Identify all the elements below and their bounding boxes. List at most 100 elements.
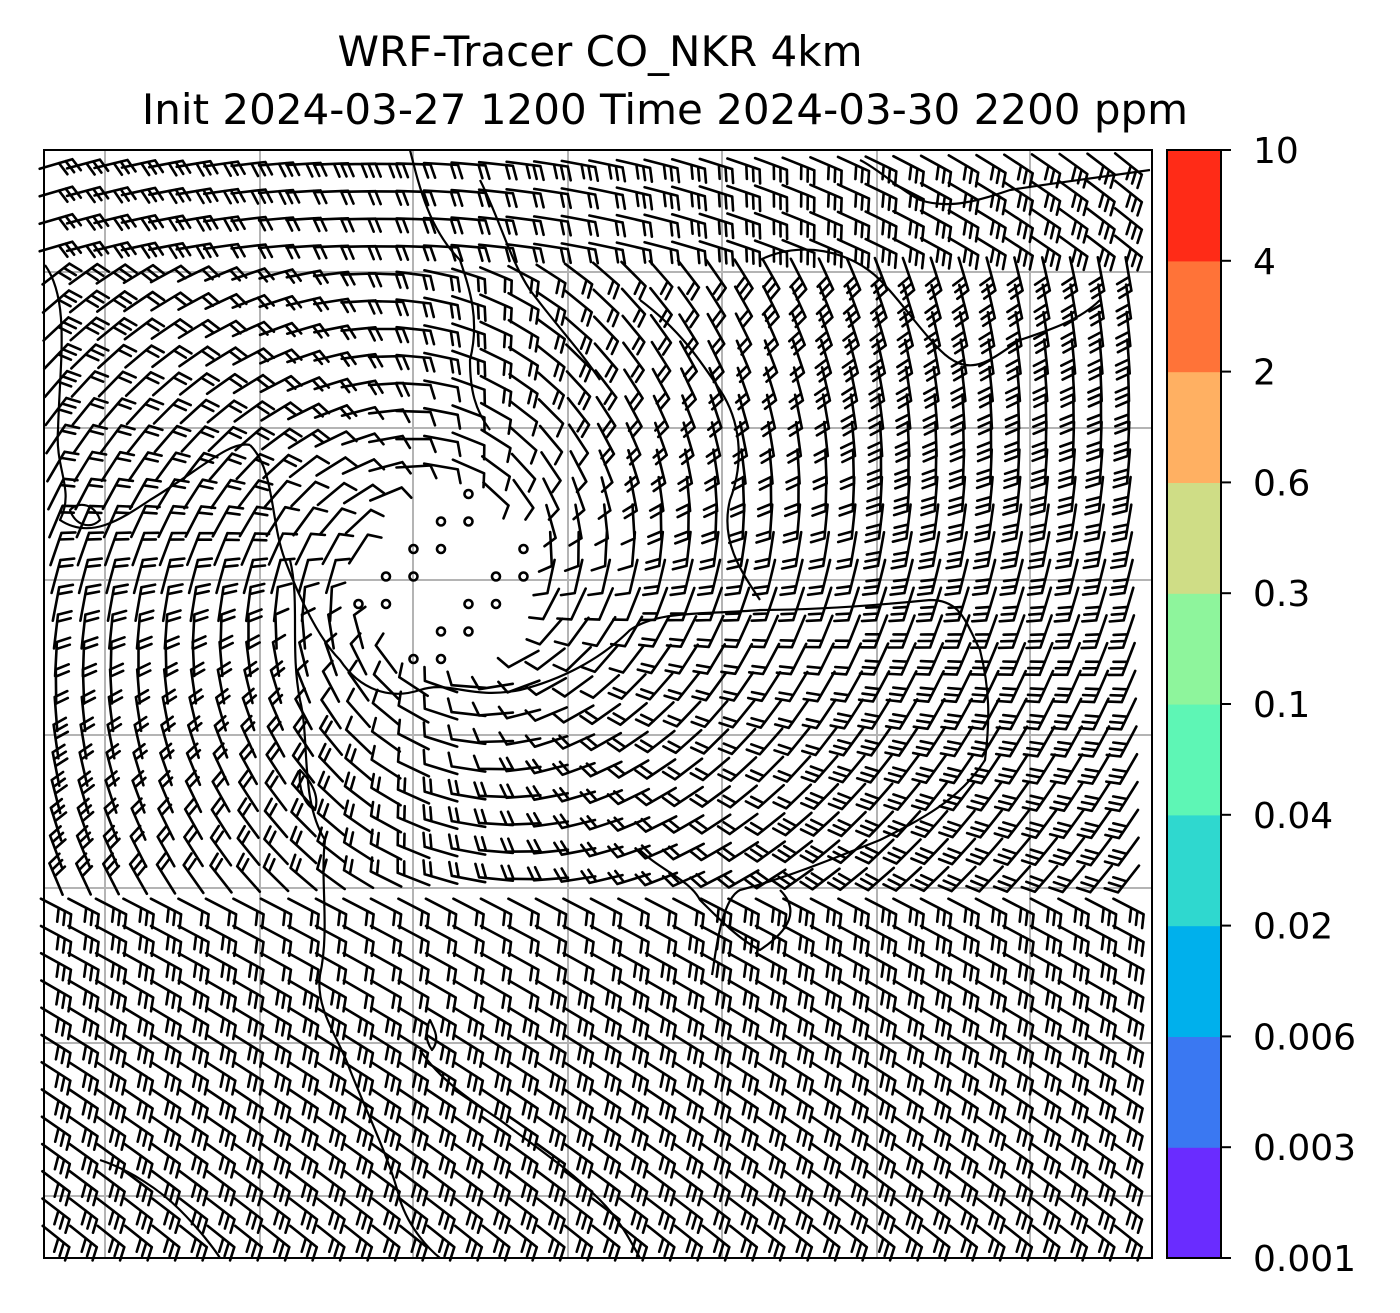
wind-barb xyxy=(947,236,980,271)
wind-barb xyxy=(553,840,597,856)
wind-barb xyxy=(1085,1061,1117,1096)
wind-barb xyxy=(398,1088,429,1124)
wind-barb xyxy=(816,257,835,301)
wind-barb xyxy=(833,586,860,623)
colorbar-segment xyxy=(1167,482,1221,594)
wind-barb xyxy=(208,452,247,481)
wind-barb xyxy=(132,557,158,595)
wind-barb xyxy=(180,425,220,453)
wind-barb xyxy=(839,420,857,464)
wind-barb xyxy=(591,1197,621,1234)
wind-barb xyxy=(285,161,328,178)
wind-barb xyxy=(451,267,487,295)
wind-barb xyxy=(148,159,192,177)
wind-barb xyxy=(756,1224,786,1262)
wind-barb xyxy=(799,867,841,891)
wind-barb xyxy=(470,675,515,691)
wind-barb xyxy=(1115,310,1132,354)
wind-barb xyxy=(592,315,620,356)
wind-barb xyxy=(1088,256,1106,300)
wind-barb xyxy=(535,979,567,1013)
wind-barb xyxy=(41,1170,71,1207)
wind-barb xyxy=(672,1061,705,1096)
wind-barb xyxy=(509,426,538,465)
wind-barb xyxy=(755,1142,787,1179)
wind-barb xyxy=(526,838,570,855)
wind-barb xyxy=(426,1170,456,1207)
calm-wind-marker xyxy=(463,598,474,610)
wind-barb xyxy=(1081,558,1107,596)
wind-barb xyxy=(342,951,375,985)
wind-barb xyxy=(975,979,1007,1013)
wind-barb xyxy=(41,262,83,286)
wind-barb xyxy=(783,1170,814,1207)
wind-barb xyxy=(975,1088,1007,1124)
wind-barb xyxy=(294,532,327,566)
wind-barb xyxy=(68,1115,99,1151)
wind-barb xyxy=(645,1033,677,1068)
wind-barb xyxy=(104,531,132,567)
wind-barb xyxy=(645,979,677,1013)
wind-barb xyxy=(537,530,554,573)
wind-barb xyxy=(508,1142,539,1179)
wind-barb xyxy=(525,785,569,801)
wind-barb xyxy=(105,557,131,595)
wind-barb xyxy=(809,924,843,958)
calm-wind-marker xyxy=(518,571,529,582)
wind-barb xyxy=(508,1170,539,1207)
wind-barb xyxy=(479,924,513,958)
wind-barb xyxy=(700,1115,732,1151)
wind-barb xyxy=(565,343,592,383)
wind-barb xyxy=(857,698,892,730)
wind-barb xyxy=(948,1197,979,1234)
wind-barb xyxy=(670,158,708,184)
wind-barb xyxy=(1051,669,1082,704)
wind-barb xyxy=(761,257,781,301)
wind-barb xyxy=(843,257,862,301)
wind-barb xyxy=(892,897,925,930)
colorbar-tick-label: 0.003 xyxy=(1253,1128,1356,1169)
wind-barb xyxy=(966,753,1002,785)
colorbar-tick-label: 0.02 xyxy=(1253,907,1333,948)
wind-barb xyxy=(48,504,78,539)
wind-barb xyxy=(661,757,704,781)
wind-barb xyxy=(367,272,409,290)
wind-barb xyxy=(262,853,290,893)
wind-barb xyxy=(52,609,73,650)
wind-barb xyxy=(749,614,780,649)
wind-barb xyxy=(890,531,913,570)
wind-barb xyxy=(728,1142,759,1179)
wind-barb xyxy=(921,1224,951,1262)
wind-barb xyxy=(647,503,663,546)
wind-barb xyxy=(563,1142,594,1179)
wind-barb xyxy=(175,187,219,205)
wind-barb xyxy=(649,313,673,356)
wind-barb xyxy=(452,1006,485,1041)
wind-barb xyxy=(562,1061,595,1096)
wind-barb xyxy=(950,338,968,382)
wind-barb xyxy=(1110,503,1133,543)
wind-barb xyxy=(864,237,898,270)
wind-barb xyxy=(477,243,518,264)
wind-barb xyxy=(922,393,939,436)
wind-barb xyxy=(672,951,705,985)
wind-barb xyxy=(782,503,802,544)
wind-barb xyxy=(95,263,138,285)
wind-barb xyxy=(667,586,696,622)
wind-barb xyxy=(96,317,138,341)
wind-barb xyxy=(321,532,355,566)
wind-barb xyxy=(398,1115,429,1151)
wind-barb xyxy=(479,266,513,296)
wind-barb xyxy=(726,184,762,213)
wind-barb xyxy=(924,256,943,301)
wind-barb xyxy=(68,1224,99,1262)
wind-barb xyxy=(784,475,800,518)
wind-barb xyxy=(479,897,513,930)
wind-barb xyxy=(148,187,192,205)
wind-barb xyxy=(1085,1115,1117,1151)
wind-barb xyxy=(42,342,82,371)
wind-barb xyxy=(722,586,751,622)
wind-barb xyxy=(153,424,192,454)
wind-barb xyxy=(867,420,884,464)
wind-barb xyxy=(148,242,192,260)
